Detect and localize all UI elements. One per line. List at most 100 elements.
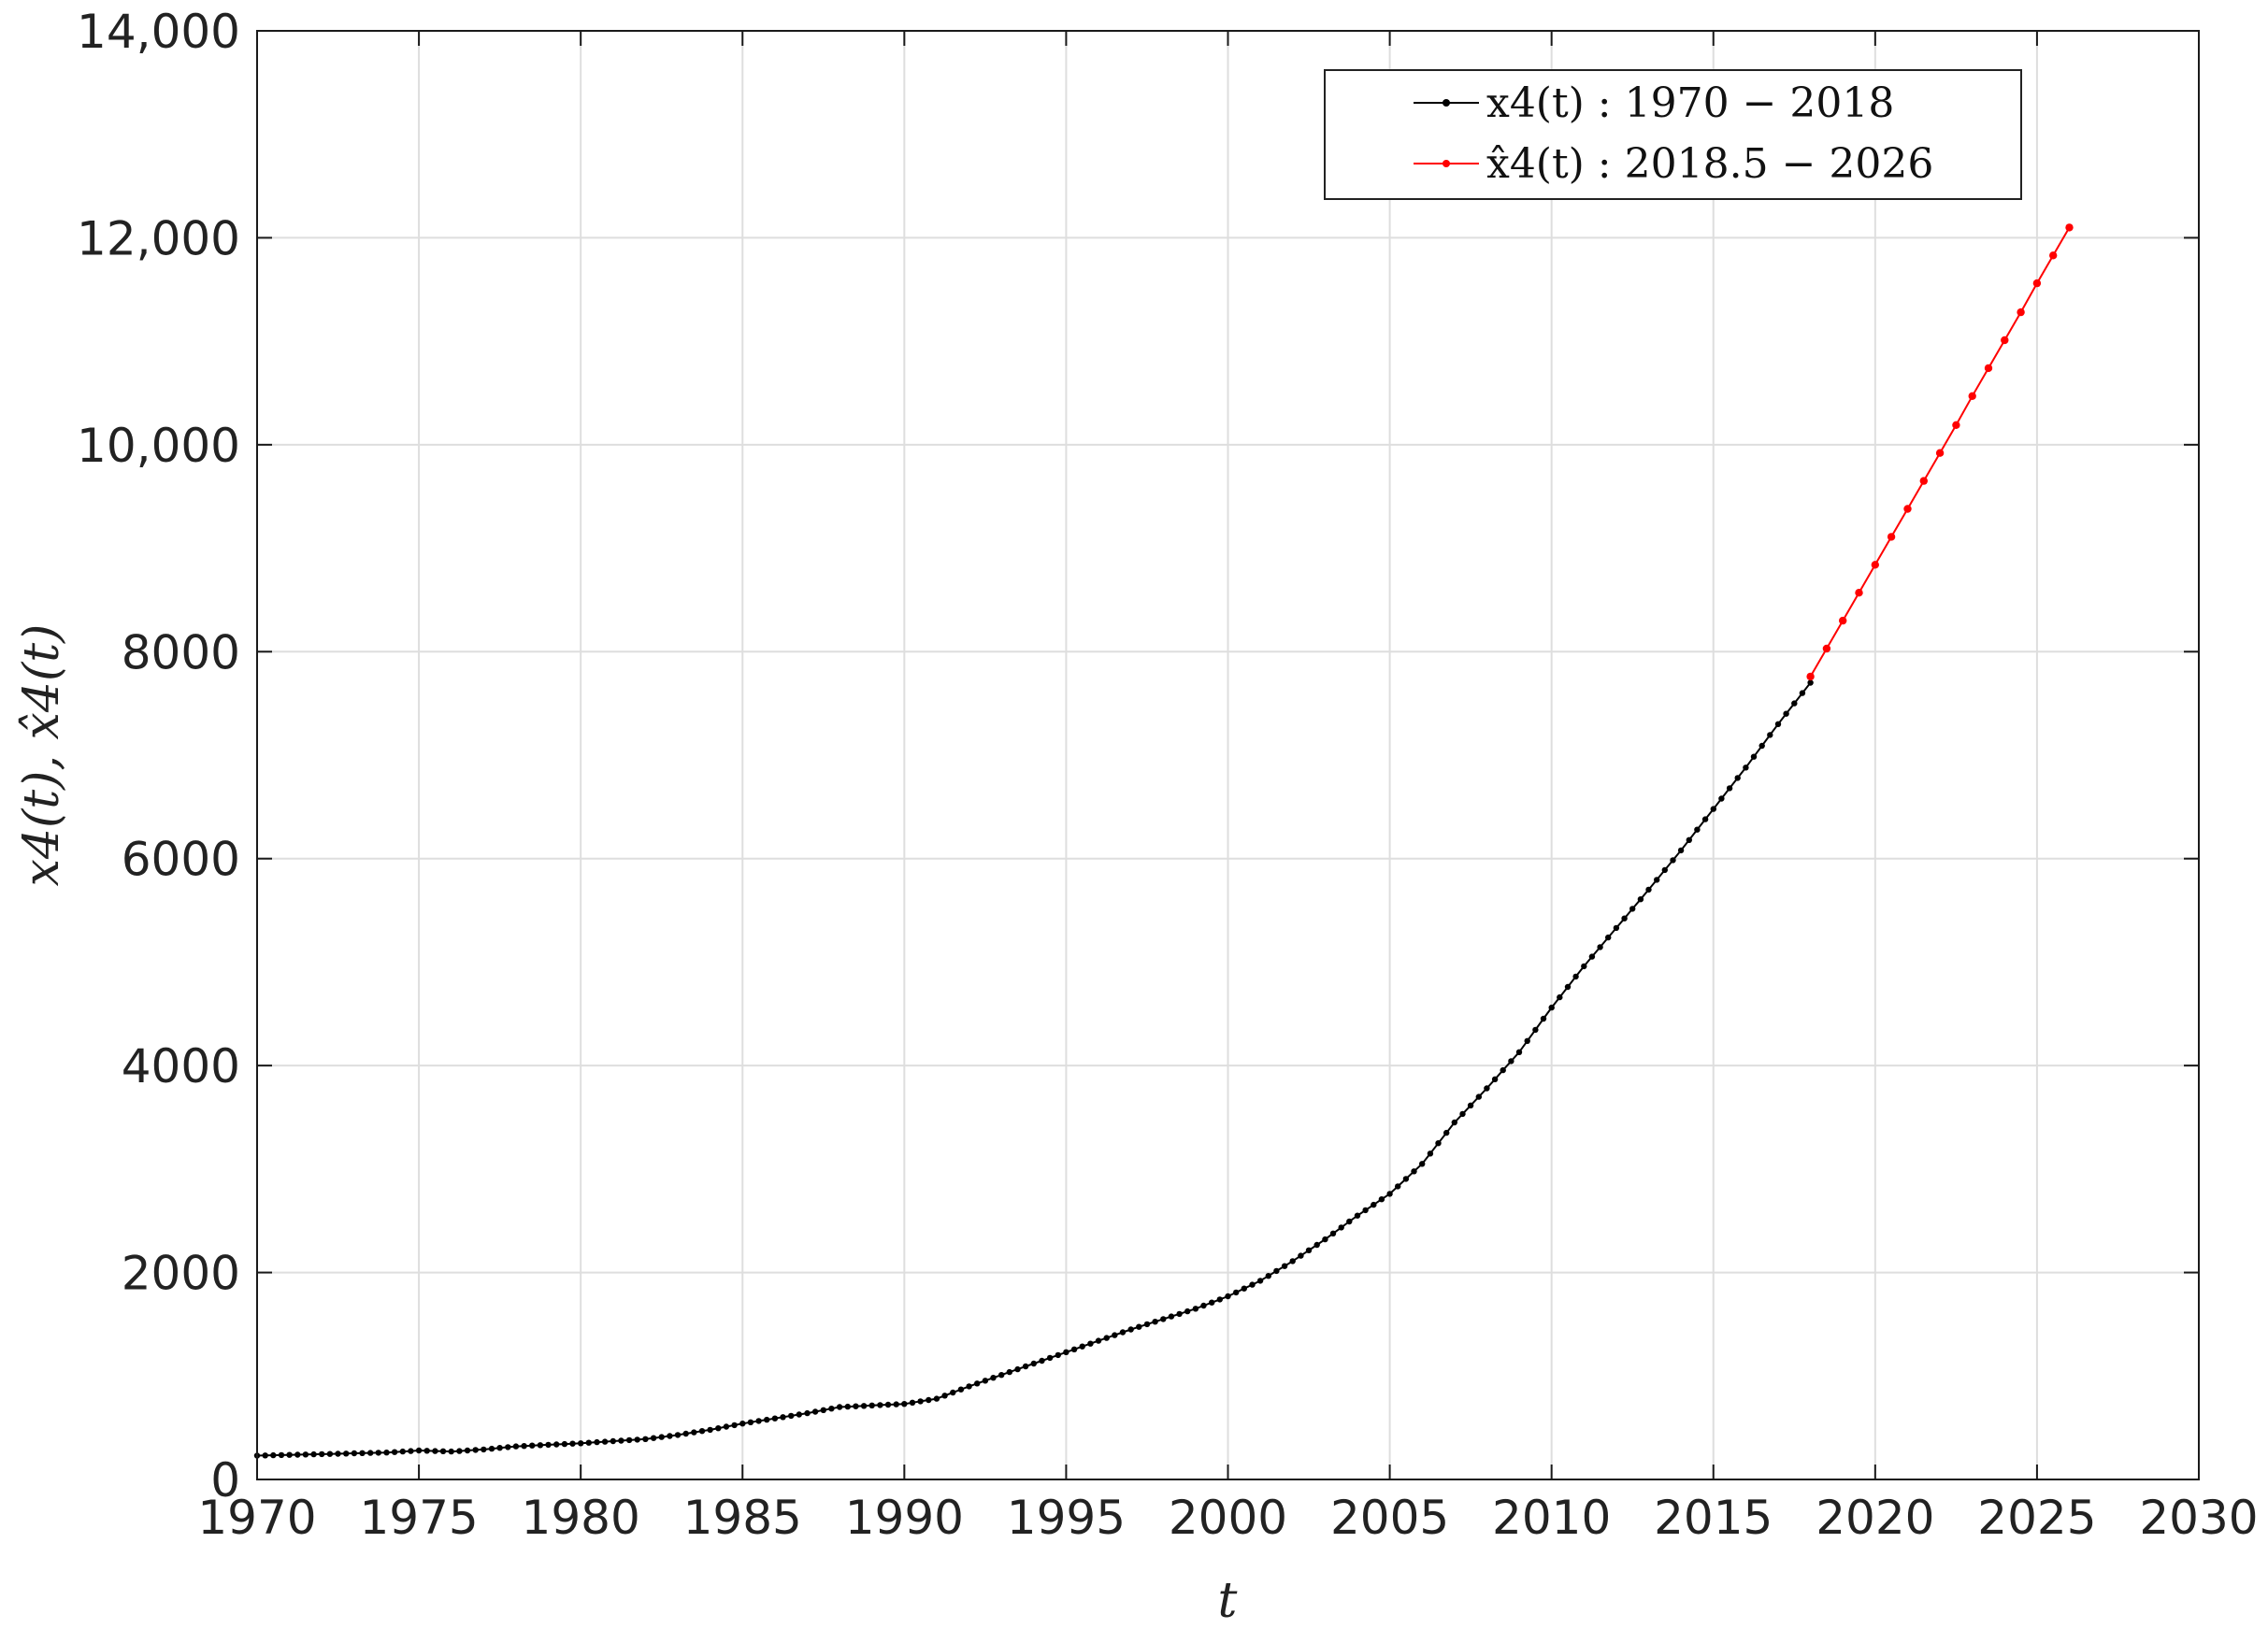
series-observed-point bbox=[642, 1436, 649, 1443]
series-observed-point bbox=[578, 1440, 584, 1447]
series-forecast-point bbox=[1919, 477, 1928, 485]
series-observed-point bbox=[415, 1447, 423, 1454]
series-observed-point bbox=[957, 1386, 965, 1393]
series-observed-point bbox=[343, 1450, 350, 1457]
series-observed-point bbox=[1014, 1365, 1021, 1373]
series-observed-point bbox=[1209, 1299, 1215, 1306]
series-observed-point bbox=[1006, 1368, 1013, 1376]
series-layer bbox=[253, 223, 2074, 1459]
x-tick-label: 2005 bbox=[1330, 1491, 1449, 1545]
series-observed-point bbox=[1289, 1258, 1296, 1265]
series-observed-point bbox=[618, 1437, 624, 1444]
x-tick-label: 2020 bbox=[1816, 1491, 1934, 1545]
series-observed-point bbox=[319, 1450, 325, 1458]
series-observed-point bbox=[974, 1380, 981, 1387]
series-observed-point bbox=[1087, 1340, 1094, 1347]
y-tick-label: 10,000 bbox=[77, 419, 240, 473]
series-observed-point bbox=[1654, 877, 1660, 883]
grid bbox=[256, 30, 2200, 1480]
series-observed-point bbox=[496, 1445, 503, 1451]
series-observed-point bbox=[707, 1426, 713, 1434]
series-observed-point bbox=[610, 1437, 616, 1445]
series-observed-point bbox=[1621, 915, 1628, 922]
series-observed-point bbox=[423, 1448, 430, 1454]
series-observed-point bbox=[1168, 1313, 1175, 1320]
x-axis-title: t bbox=[1218, 1573, 1238, 1629]
series-observed-point bbox=[270, 1451, 277, 1459]
series-observed-point bbox=[625, 1436, 633, 1444]
series-observed-point bbox=[375, 1450, 381, 1456]
series-observed-point bbox=[472, 1447, 479, 1453]
series-observed-point bbox=[877, 1402, 883, 1408]
series-observed-point bbox=[432, 1448, 438, 1454]
y-tick-label: 2000 bbox=[122, 1247, 240, 1301]
series-observed-point bbox=[553, 1441, 560, 1448]
series-observed-point bbox=[1329, 1230, 1337, 1237]
series-observed-point bbox=[1233, 1289, 1240, 1296]
series-observed-point bbox=[1686, 836, 1693, 843]
series-observed-point bbox=[650, 1435, 657, 1441]
series-observed-point bbox=[723, 1423, 730, 1430]
series-observed-point bbox=[1298, 1252, 1304, 1259]
series-forecast-point bbox=[1871, 561, 1880, 569]
series-observed-point bbox=[1532, 1026, 1539, 1034]
series-forecast-point bbox=[2001, 336, 2009, 345]
series-observed-point bbox=[1152, 1319, 1158, 1325]
series-observed-point bbox=[853, 1403, 859, 1409]
series-observed-point bbox=[1402, 1176, 1410, 1182]
series-observed-point bbox=[1127, 1326, 1134, 1333]
series-observed-point bbox=[1184, 1307, 1191, 1315]
x-tick-label: 2000 bbox=[1169, 1491, 1287, 1545]
x-tick-label: 1970 bbox=[197, 1491, 316, 1545]
series-observed-point bbox=[788, 1412, 795, 1420]
series-observed-point bbox=[698, 1428, 706, 1435]
series-observed-point bbox=[1645, 886, 1652, 893]
series-observed-point bbox=[1371, 1201, 1377, 1208]
series-observed-point bbox=[1629, 906, 1636, 912]
series-observed-point bbox=[1500, 1066, 1506, 1074]
series-observed-point bbox=[1176, 1310, 1183, 1318]
series-observed-point bbox=[780, 1414, 786, 1421]
series-observed-point bbox=[1063, 1349, 1069, 1356]
series-observed-point bbox=[569, 1440, 576, 1447]
series-observed-point bbox=[359, 1450, 366, 1457]
series-observed-point bbox=[755, 1418, 762, 1424]
series-observed-point bbox=[1661, 866, 1669, 874]
series-observed-point bbox=[674, 1432, 682, 1438]
series-observed-point bbox=[860, 1403, 868, 1409]
series-observed-point bbox=[1200, 1302, 1207, 1309]
series-observed-point bbox=[828, 1406, 835, 1412]
series-observed-point bbox=[1281, 1263, 1288, 1269]
series-forecast-point bbox=[1935, 449, 1945, 457]
series-observed-point bbox=[1774, 721, 1782, 727]
series-observed-point bbox=[326, 1450, 334, 1457]
x-tick-label: 1980 bbox=[522, 1491, 640, 1545]
series-observed-point bbox=[1136, 1323, 1142, 1330]
series-observed-point bbox=[1192, 1306, 1199, 1312]
series-observed-point bbox=[715, 1425, 722, 1432]
series-observed-point bbox=[634, 1436, 640, 1443]
series-observed-point bbox=[1305, 1247, 1313, 1254]
series-observed-point bbox=[836, 1404, 843, 1410]
series-observed-point bbox=[1710, 806, 1717, 812]
series-forecast-point bbox=[1952, 421, 1960, 429]
series-observed-point bbox=[585, 1439, 592, 1446]
series-observed-point bbox=[1112, 1332, 1118, 1338]
series-observed-point bbox=[1411, 1168, 1417, 1175]
series-observed-point bbox=[1524, 1037, 1530, 1045]
series-observed-point bbox=[933, 1395, 940, 1402]
series-observed-point bbox=[1079, 1343, 1085, 1350]
series-forecast-point bbox=[1822, 644, 1831, 653]
series-observed-point bbox=[1265, 1273, 1272, 1279]
series-observed-point bbox=[1508, 1058, 1514, 1065]
x-tick-label: 1995 bbox=[1007, 1491, 1126, 1545]
series-observed-point bbox=[278, 1451, 285, 1459]
series-observed-point bbox=[383, 1450, 390, 1456]
series-observed-point bbox=[601, 1438, 609, 1445]
series-observed-point bbox=[521, 1443, 527, 1450]
series-forecast-point bbox=[2032, 279, 2042, 288]
series-observed-point bbox=[820, 1407, 826, 1414]
series-forecast bbox=[1806, 223, 2074, 681]
series-observed-point bbox=[982, 1378, 989, 1384]
series-observed-point bbox=[1467, 1102, 1474, 1109]
